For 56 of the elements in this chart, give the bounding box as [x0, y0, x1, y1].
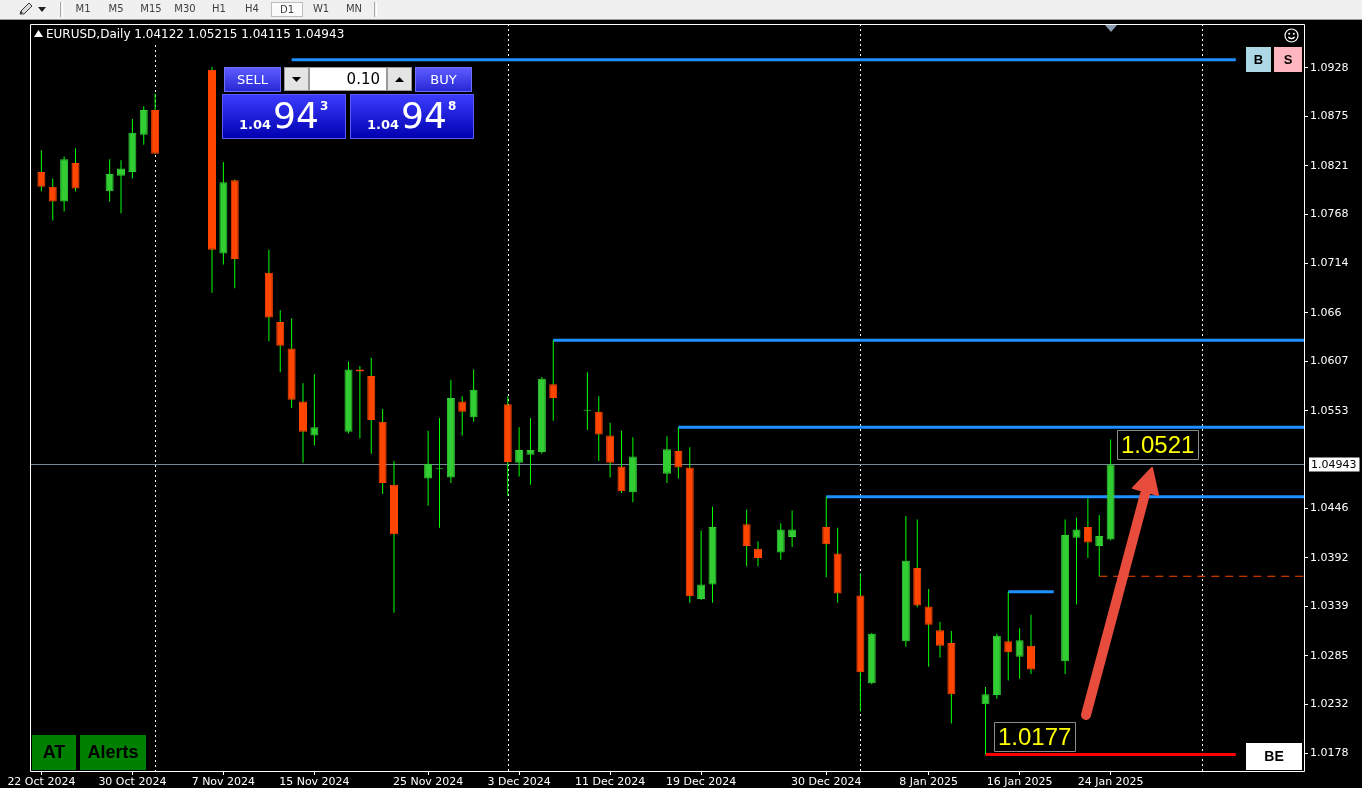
y-tick-label: 1.0285: [1310, 648, 1349, 662]
text: H1: [211, 2, 227, 16]
text: M5: [107, 2, 125, 16]
chart-title: EURUSD,Daily 1.04122 1.05215 1.04115 1.04943: [46, 26, 345, 42]
sell-button: SELL: [224, 67, 281, 92]
x-tick-label: 11 Dec 2024: [574, 775, 646, 788]
lot-field: 0.10: [309, 67, 387, 91]
x-tick-label: 22 Oct 2024: [7, 775, 76, 788]
y-tick-label: 1.0768: [1310, 207, 1349, 221]
annotation: 94: [401, 95, 447, 136]
x-tick-label: 30 Dec 2024: [791, 775, 862, 788]
y-tick-label: 1.0875: [1310, 109, 1349, 123]
buy-button: BUY: [415, 67, 472, 92]
y-tick-label: 1.0607: [1310, 354, 1349, 368]
annotation: 1.04: [367, 117, 400, 132]
text: M30: [173, 2, 197, 16]
be-button: BE: [1246, 743, 1302, 770]
y-tick-label: 1.0714: [1310, 256, 1349, 270]
timeframe-button: D1: [271, 2, 303, 17]
text: M1: [74, 2, 92, 16]
candlestick: [1072, 517, 1081, 605]
text: M15: [139, 2, 163, 16]
x-tick-label: 8 Jan 2025: [899, 775, 959, 788]
text: W1: [311, 2, 331, 16]
x-tick-label: 19 Dec 2024: [665, 775, 737, 788]
y-tick-label: 1.0821: [1310, 158, 1349, 172]
x-tick-label: 15 Nov 2024: [279, 775, 350, 788]
y-tick-label: 1.0232: [1310, 697, 1349, 711]
candlestick: [526, 418, 535, 485]
annotation: 1.0521: [1121, 430, 1195, 458]
x-tick-label: 16 Jan 2025: [986, 775, 1053, 788]
y-tick-label: 1.0446: [1310, 501, 1349, 515]
y-tick-label: 1.0392: [1310, 550, 1349, 564]
y-tick-label: 1.0928: [1310, 60, 1349, 74]
at-button: AT: [32, 735, 76, 770]
alerts-button: Alerts: [80, 735, 146, 770]
annotation: 3: [320, 99, 329, 113]
candlestick: [310, 374, 319, 446]
text: H4: [244, 2, 260, 16]
x-tick-label: 30 Oct 2024: [98, 775, 167, 788]
y-tick-label: 1.066: [1310, 305, 1342, 319]
s-button: S: [1274, 47, 1302, 72]
annotation: 8: [448, 99, 457, 113]
annotation: 1.0177: [998, 722, 1072, 750]
annotation: 1.04: [239, 117, 272, 132]
y-tick-label: 1.0178: [1310, 746, 1349, 760]
x-tick-label: 7 Nov 2024: [191, 775, 256, 788]
text: MN: [344, 2, 364, 16]
y-tick-label: 1.0553: [1310, 403, 1349, 417]
annotation: 94: [273, 95, 319, 136]
b-button: B: [1246, 47, 1271, 72]
x-tick-label: 24 Jan 2025: [1077, 775, 1144, 788]
y-tick-label: 1.0339: [1310, 599, 1349, 613]
x-tick-label: 3 Dec 2024: [487, 775, 551, 788]
ref-line-label: 1.04943: [1311, 457, 1357, 471]
x-tick-label: 25 Nov 2024: [392, 775, 464, 788]
